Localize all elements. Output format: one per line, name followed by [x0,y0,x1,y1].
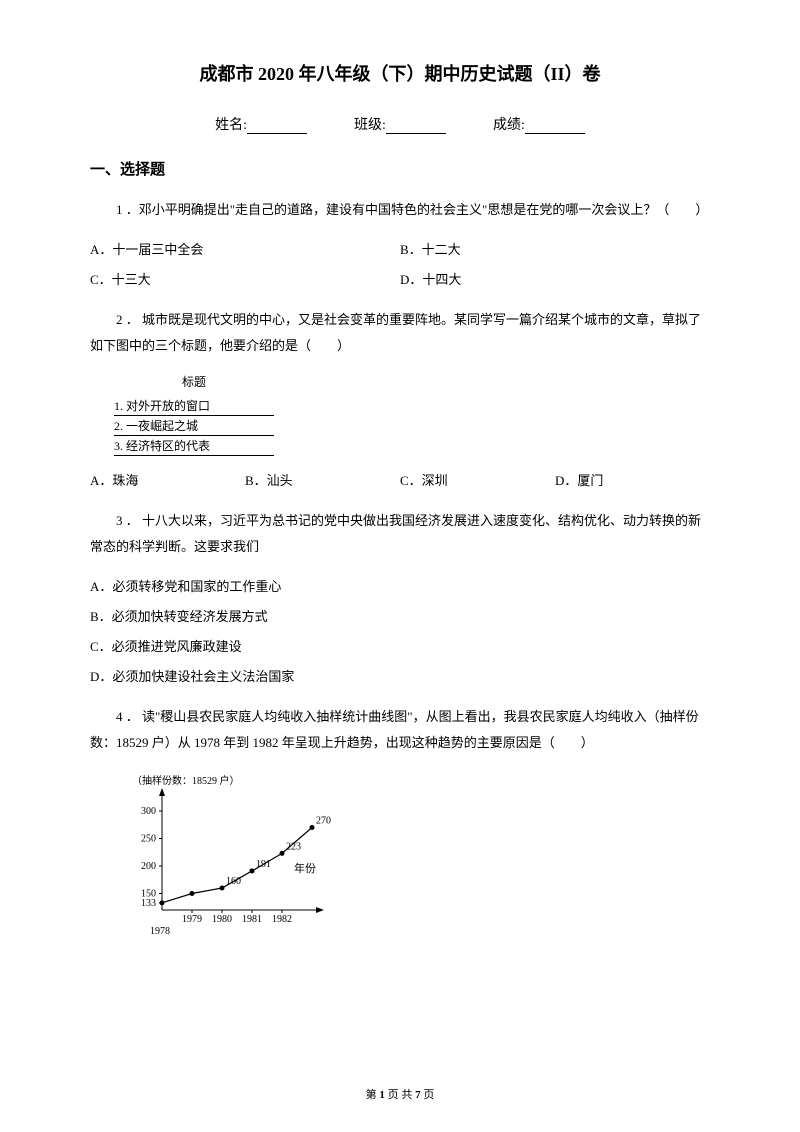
info-row: 姓名: 班级: 成绩: [90,114,710,134]
q2-text: 2 ． 城市既是现代文明的中心，又是社会变革的重要阵地。某同学写一篇介绍某个城市… [90,307,710,359]
svg-text:1980: 1980 [212,914,232,925]
q3-opt-d[interactable]: D．必须加快建设社会主义法治国家 [90,664,710,690]
q1-text: 1 ．邓小平明确提出"走自己的道路，建设有中国特色的社会主义"思想是在党的哪一次… [90,197,710,223]
footer-mid: 页 共 [385,1089,415,1101]
svg-text:300: 300 [141,806,156,817]
q3-opt-b[interactable]: B．必须加快转变经济发展方式 [90,604,710,630]
q1-opt-d[interactable]: D．十四大 [400,267,710,293]
svg-text:1981: 1981 [242,914,262,925]
svg-text:160: 160 [226,876,241,887]
svg-text:1978: 1978 [150,926,170,937]
q1-opt-b[interactable]: B．十二大 [400,237,710,263]
svg-text:（抽样份数：18529 户）: （抽样份数：18529 户） [132,774,240,787]
section-header: 一、选择题 [90,158,710,179]
q2-box-line2: 2. 一夜崛起之城 [114,416,274,436]
q4-chart: （抽样份数：18529 户） 133150 200 250 300 1979 1980 198… [114,770,344,940]
footer-suffix: 页 [421,1089,435,1101]
page-footer: 第 1 页 共 7 页 [0,1086,800,1102]
score-label: 成绩: [493,114,525,134]
q2-title-box: 标题 1. 对外开放的窗口 2. 一夜崛起之城 3. 经济特区的代表 [114,373,274,456]
name-blank[interactable] [247,120,307,134]
q1-opt-a[interactable]: A．十一届三中全会 [90,237,400,263]
svg-text:133: 133 [141,898,156,909]
q2-opt-d[interactable]: D．厦门 [555,468,710,494]
q1-options-row1: A．十一届三中全会 B．十二大 [90,237,710,263]
q2-box-line1: 1. 对外开放的窗口 [114,396,274,416]
svg-text:191: 191 [256,859,271,870]
q2-box-header: 标题 [114,373,274,392]
q4-text: 4 ． 读"稷山县农民家庭人均纯收入抽样统计曲线图"，从图上看出，我县农民家庭人… [90,704,710,756]
q1-options-row2: C．十三大 D．十四大 [90,267,710,293]
footer-prefix: 第 [366,1089,380,1101]
q1-opt-c[interactable]: C．十三大 [90,267,400,293]
svg-text:250: 250 [141,834,156,845]
q2-opt-c[interactable]: C．深圳 [400,468,555,494]
name-label: 姓名: [215,114,247,134]
q3-opt-c[interactable]: C．必须推进党风廉政建设 [90,634,710,660]
svg-text:150: 150 [141,889,156,900]
svg-text:270: 270 [316,816,331,827]
class-label: 班级: [354,114,386,134]
score-blank[interactable] [525,120,585,134]
svg-text:1982: 1982 [272,914,292,925]
q2-options: A．珠海 B．汕头 C．深圳 D．厦门 [90,468,710,494]
q3-text: 3 ． 十八大以来，习近平为总书记的党中央做出我国经济发展进入速度变化、结构优化… [90,508,710,560]
q3-opt-a[interactable]: A．必须转移党和国家的工作重心 [90,574,710,600]
chart-svg: （抽样份数：18529 户） 133150 200 250 300 1979 1980 198… [114,770,344,940]
svg-text:年份: 年份 [294,861,316,875]
svg-text:200: 200 [141,861,156,872]
q2-opt-b[interactable]: B．汕头 [245,468,400,494]
svg-text:223: 223 [286,841,301,852]
q2-opt-a[interactable]: A．珠海 [90,468,245,494]
class-blank[interactable] [386,120,446,134]
svg-text:1979: 1979 [182,914,202,925]
page-title: 成都市 2020 年八年级（下）期中历史试题（II）卷 [90,60,710,86]
q2-box-line3: 3. 经济特区的代表 [114,436,274,456]
